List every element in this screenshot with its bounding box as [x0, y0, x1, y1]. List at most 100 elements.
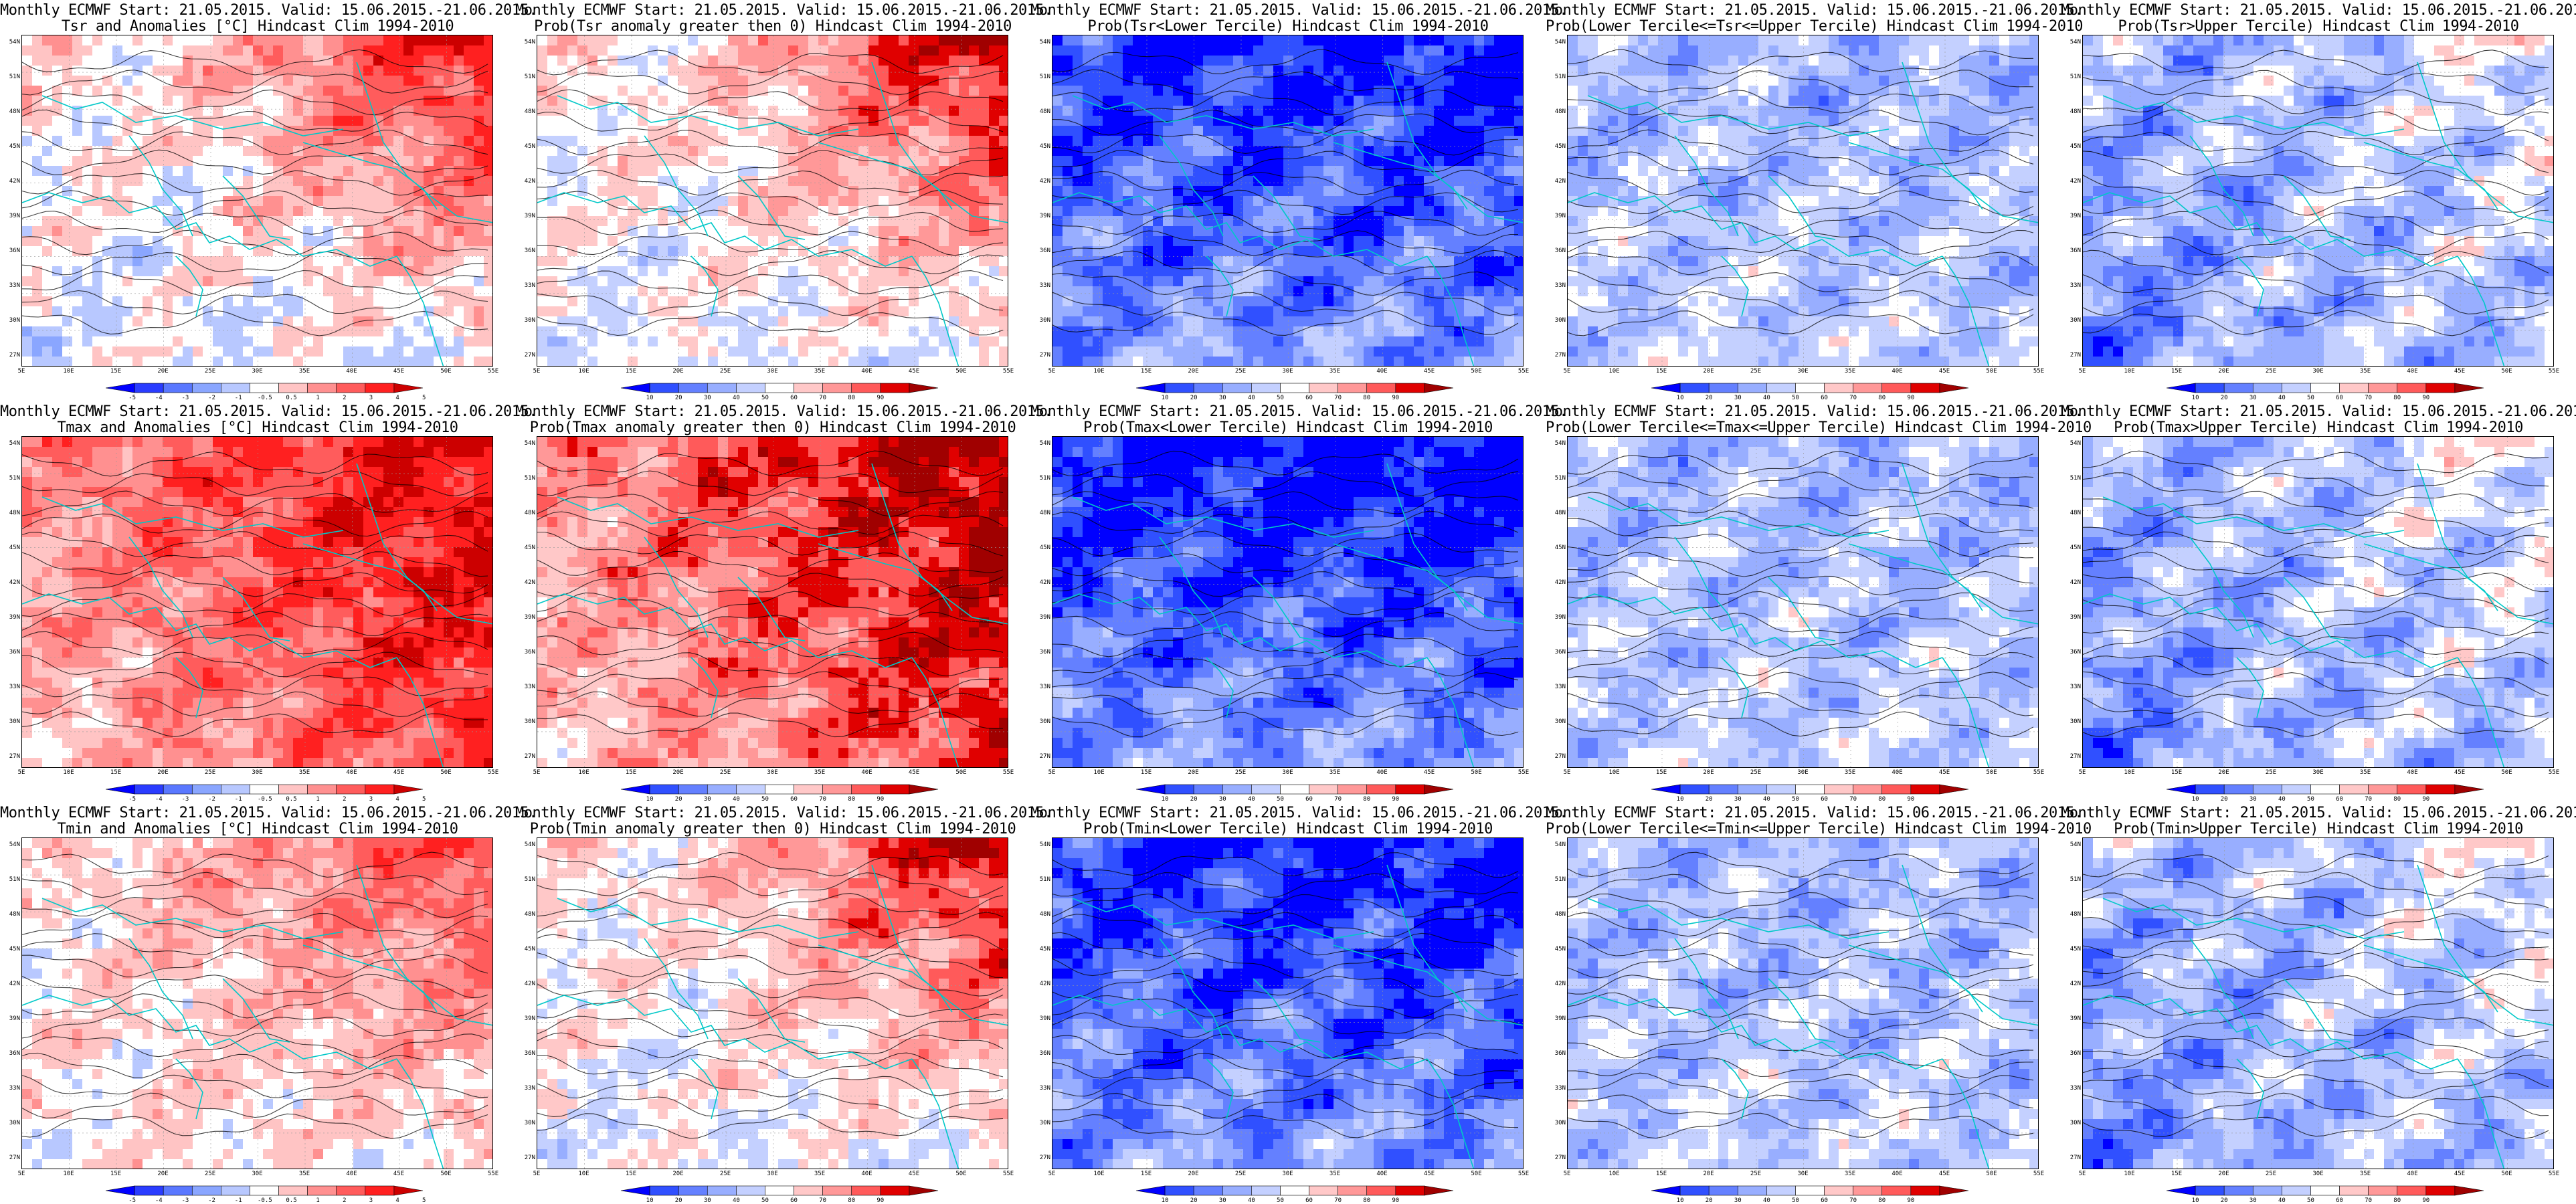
- map-canvas: [1052, 437, 1523, 767]
- longitude-label: 25E: [1750, 1171, 1761, 1177]
- colorbar-tick-label: 1: [316, 796, 319, 803]
- longitude-label: 15E: [1656, 769, 1667, 776]
- latitude-label: 48N: [517, 510, 535, 516]
- colorbar-tick-label: 90: [877, 395, 884, 401]
- colorbar-tick-label: 3: [369, 796, 373, 803]
- latitude-label: 30N: [1032, 317, 1050, 324]
- colorbar-tick-label: -3: [182, 395, 189, 401]
- colorbar-tick-label: 80: [2393, 395, 2401, 401]
- longitude-label: 10E: [1093, 368, 1104, 375]
- colorbar-tick-label: 50: [761, 796, 769, 803]
- isotherm-contours: [1568, 49, 2034, 336]
- panel-title-line2: Prob(Tmin<Lower Tercile) Hindcast Clim 1…: [1030, 821, 1546, 837]
- longitude-label: 45E: [1424, 1171, 1435, 1177]
- colorbar-tick-label: 10: [2192, 395, 2199, 401]
- latitude-label: 39N: [1032, 213, 1050, 219]
- latitude-label: 45N: [2062, 946, 2081, 952]
- longitude-label: 50E: [1471, 769, 1481, 776]
- colorbar: [2160, 784, 2484, 795]
- longitude-label: 55E: [1003, 368, 1014, 375]
- longitude-label: 5E: [1048, 368, 1056, 375]
- map-frame: [21, 837, 493, 1169]
- shaded-field: [22, 437, 492, 767]
- longitude-label: 40E: [1376, 368, 1387, 375]
- colorbar-swatches: [2166, 383, 2484, 393]
- map-canvas: [1568, 35, 2038, 366]
- colorbar-tick-label: 70: [1334, 796, 1342, 803]
- longitude-label: 35E: [814, 769, 825, 776]
- colorbar: [1129, 784, 1454, 795]
- colorbar-tick-label: -4: [155, 796, 163, 803]
- colorbar-tick-label: 30: [1219, 1197, 1226, 1204]
- longitude-label: 30E: [252, 368, 262, 375]
- latitude-label: 48N: [517, 911, 535, 918]
- latitude-label: 45N: [517, 143, 535, 150]
- latitude-label: 39N: [1, 614, 20, 621]
- latitude-label: 30N: [517, 1120, 535, 1126]
- longitude-label: 40E: [346, 1171, 357, 1177]
- colorbar-tick-label: 60: [790, 796, 798, 803]
- latitude-label: 54N: [517, 841, 535, 848]
- map-canvas: [2083, 35, 2553, 366]
- longitude-label: 20E: [1703, 368, 1714, 375]
- longitude-label: 50E: [955, 769, 966, 776]
- longitude-label: 5E: [2079, 769, 2086, 776]
- latitude-label: 54N: [1032, 841, 1050, 848]
- colorbar-tick-label: 70: [819, 796, 826, 803]
- latitude-label: 36N: [1032, 247, 1050, 254]
- longitude-label: 55E: [2549, 368, 2559, 375]
- longitude-label: 30E: [767, 368, 777, 375]
- longitude-label: 45E: [909, 368, 919, 375]
- colorbar-tick-label: 20: [1190, 796, 1198, 803]
- colorbar-tick-label: 60: [790, 1197, 798, 1204]
- latitude-label: 36N: [1, 649, 20, 656]
- latitude-label: 51N: [517, 74, 535, 80]
- colorbar-tick-label: 70: [1849, 395, 1857, 401]
- longitude-label: 25E: [1235, 1171, 1246, 1177]
- colorbar-tick-label: 20: [1706, 395, 1713, 401]
- colorbar-swatches: [1135, 1185, 1454, 1196]
- longitude-label: 10E: [63, 769, 74, 776]
- colorbar-tick-label: 80: [1878, 796, 1885, 803]
- colorbar-tick-label: 30: [1734, 395, 1742, 401]
- colorbar-tick-label: 80: [848, 796, 855, 803]
- colorbar-tick-label: 60: [1821, 395, 1828, 401]
- colorbar-swatches: [1651, 1185, 1969, 1196]
- isotherm-contours: [2083, 853, 2549, 1139]
- latitude-label: 27N: [1, 753, 20, 760]
- latitude-label: 36N: [1547, 1050, 1566, 1057]
- latitude-label: 51N: [1547, 475, 1566, 482]
- latitude-label: 36N: [1547, 649, 1566, 656]
- map-frame: [1567, 436, 2039, 768]
- latitude-label: 33N: [2062, 684, 2081, 690]
- latitude-label: 39N: [1547, 614, 1566, 621]
- longitude-label: 35E: [1329, 368, 1340, 375]
- longitude-label: 20E: [672, 368, 683, 375]
- colorbar: [614, 1185, 939, 1196]
- coastline: [537, 463, 1008, 767]
- colorbar-tick-label: 2: [343, 796, 346, 803]
- latitude-label: 42N: [517, 178, 535, 185]
- colorbar-tick-label: -5: [128, 1197, 136, 1204]
- latitude-label: 51N: [1032, 475, 1050, 482]
- latitude-label: 33N: [2062, 282, 2081, 289]
- colorbar-tick-label: 20: [1706, 1197, 1713, 1204]
- latitude-label: 36N: [2062, 649, 2081, 656]
- latitude-label: 27N: [1032, 1155, 1050, 1161]
- latitude-label: 51N: [2062, 74, 2081, 80]
- colorbar-swatches: [105, 1185, 424, 1196]
- longitude-label: 55E: [488, 769, 498, 776]
- longitude-label: 30E: [1282, 368, 1293, 375]
- map-frame: [2082, 35, 2554, 367]
- colorbar-tick-label: 60: [1305, 796, 1313, 803]
- latitude-label: 39N: [2062, 213, 2081, 219]
- latitude-label: 45N: [1, 946, 20, 952]
- colorbar-tick-label: -1: [235, 1197, 242, 1204]
- latitude-label: 54N: [2062, 440, 2081, 447]
- longitude-label: 25E: [720, 769, 731, 776]
- latitude-label: 51N: [1032, 74, 1050, 80]
- longitude-label: 40E: [1892, 1171, 1902, 1177]
- colorbar-tick-label: 40: [733, 796, 740, 803]
- latitude-label: 48N: [517, 108, 535, 115]
- latitude-label: 36N: [2062, 247, 2081, 254]
